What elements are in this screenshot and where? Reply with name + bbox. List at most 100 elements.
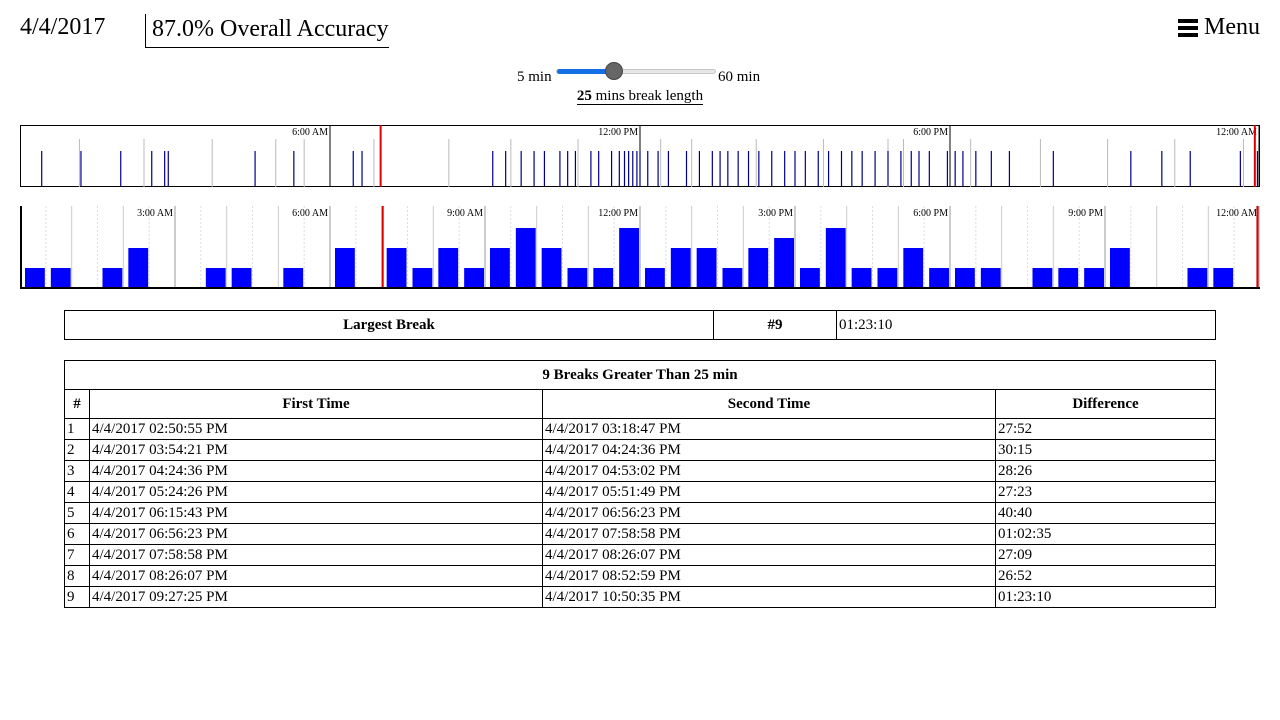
breaks-table-title: 9 Breaks Greater Than 25 min <box>64 360 1216 390</box>
histogram-bar <box>335 248 355 288</box>
slider-thumb[interactable] <box>605 62 624 80</box>
histogram-tick-label: 6:00 PM <box>913 208 948 219</box>
break-length-slider[interactable] <box>556 69 716 74</box>
histogram-bar <box>696 248 717 288</box>
breaks-table-cell: 27:52 <box>995 418 1216 440</box>
timeline-tick-label: 6:00 PM <box>913 127 948 138</box>
timeline-tick-label: 6:00 AM <box>292 127 328 138</box>
breaks-table-header: # First Time Second Time Difference <box>64 389 1216 419</box>
breaks-table: 9 Breaks Greater Than 25 min # First Time… <box>64 360 1216 608</box>
largest-break-table: Largest Break #9 01:23:10 <box>64 310 1216 340</box>
breaks-column-header: Difference <box>995 389 1216 419</box>
breaks-column-header: First Time <box>89 389 543 419</box>
breaks-table-cell: 4/4/2017 04:24:36 PM <box>542 439 996 461</box>
breaks-table-cell: 4/4/2017 04:24:36 PM <box>89 460 543 482</box>
break-length-slider-group: 5 min 60 min 25 mins break length <box>0 60 1280 110</box>
breaks-table-row: 9 4/4/2017 09:27:25 PM 4/4/2017 10:50:35 P… <box>64 586 1216 608</box>
breaks-table-cell: 4/4/2017 07:58:58 PM <box>89 544 543 566</box>
breaks-table-cell: 8 <box>64 565 90 587</box>
histogram-tick-label: 12:00 AM <box>1216 208 1257 219</box>
breaks-table-cell: 01:02:35 <box>995 523 1216 545</box>
histogram-bar <box>1032 268 1053 288</box>
histogram-bar <box>670 248 691 288</box>
breaks-table-cell: 4/4/2017 06:56:23 PM <box>89 523 543 545</box>
breaks-table-row: 1 4/4/2017 02:50:55 PM 4/4/2017 03:18:47 P… <box>64 418 1216 440</box>
breaks-table-cell: 4/4/2017 03:18:47 PM <box>542 418 996 440</box>
histogram-bar <box>412 268 433 288</box>
breaks-table-cell: 4/4/2017 08:52:59 PM <box>542 565 996 587</box>
histogram-tick-label: 12:00 PM <box>598 208 638 219</box>
largest-break-row: Largest Break #9 01:23:10 <box>64 310 1216 340</box>
histogram-bar <box>851 268 872 288</box>
breaks-table-cell: 40:40 <box>995 502 1216 524</box>
breaks-table-cell: 26:52 <box>995 565 1216 587</box>
histogram-bar <box>25 268 45 288</box>
histogram-bar <box>593 268 614 288</box>
histogram-bar <box>464 268 484 288</box>
slider-min-label: 5 min <box>517 69 552 85</box>
histogram-bar <box>748 248 769 288</box>
breaks-table-cell: 4/4/2017 09:27:25 PM <box>89 586 543 608</box>
breaks-table-cell: 4/4/2017 02:50:55 PM <box>89 418 543 440</box>
histogram-tick-label: 3:00 AM <box>137 208 173 219</box>
breaks-table-cell: 9 <box>64 586 90 608</box>
histogram-bar <box>205 268 226 288</box>
breaks-table-cell: 2 <box>64 439 90 461</box>
largest-break-number: #9 <box>713 310 837 340</box>
date-label: 4/4/2017 <box>20 14 106 40</box>
histogram-bar <box>1213 268 1234 288</box>
breaks-table-cell: 4/4/2017 04:53:02 PM <box>542 460 996 482</box>
breaks-table-cell: 28:26 <box>995 460 1216 482</box>
slider-max-label: 60 min <box>718 69 761 85</box>
histogram-bar <box>438 248 459 288</box>
histogram-bar <box>774 238 794 288</box>
histogram-bar <box>231 268 252 288</box>
breaks-table-cell: 4/4/2017 03:54:21 PM <box>89 439 543 461</box>
breaks-table-cell: 4/4/2017 08:26:07 PM <box>89 565 543 587</box>
histogram-bar <box>1058 268 1079 288</box>
breaks-table-row: 8 4/4/2017 08:26:07 PM 4/4/2017 08:52:59 P… <box>64 565 1216 587</box>
histogram-bar <box>800 268 820 288</box>
overall-accuracy: 87.0% Overall Accuracy <box>145 14 389 48</box>
breaks-table-cell: 5 <box>64 502 90 524</box>
breaks-table-cell: 4/4/2017 06:56:23 PM <box>542 502 996 524</box>
histogram-tick-label: 6:00 AM <box>292 208 328 219</box>
event-timeline: 6:00 AM 12:00 PM 6:00 PM 12:00 AM <box>20 125 1260 187</box>
breaks-table-cell: 27:09 <box>995 544 1216 566</box>
hamburger-icon <box>1178 18 1198 37</box>
breaks-table-cell: 30:15 <box>995 439 1216 461</box>
histogram-bar <box>877 268 898 288</box>
histogram-bar <box>980 268 1001 288</box>
histogram-bar <box>1084 268 1104 288</box>
breaks-table-cell: 7 <box>64 544 90 566</box>
histogram-bar <box>645 268 665 288</box>
breaks-table-row: 4 4/4/2017 05:24:26 PM 4/4/2017 05:51:49 P… <box>64 481 1216 503</box>
breaks-table-cell: 4/4/2017 06:15:43 PM <box>89 502 543 524</box>
menu-label: Menu <box>1204 14 1260 40</box>
histogram-bar <box>929 268 949 288</box>
menu-button[interactable]: Menu <box>1178 14 1260 41</box>
timeline-tick-label: 12:00 PM <box>598 127 638 138</box>
breaks-table-cell: 3 <box>64 460 90 482</box>
histogram-bar <box>955 268 975 288</box>
break-length-caption: 25 mins break length <box>0 88 1280 105</box>
largest-break-label: Largest Break <box>64 310 714 340</box>
breaks-table-cell: 4 <box>64 481 90 503</box>
breaks-table-row: 2 4/4/2017 03:54:21 PM 4/4/2017 04:24:36 P… <box>64 439 1216 461</box>
histogram-bar <box>722 268 743 288</box>
histogram-bar <box>386 248 407 288</box>
histogram-bar <box>825 228 846 288</box>
largest-break-duration: 01:23:10 <box>836 310 1216 340</box>
histogram-bar <box>515 228 536 288</box>
breaks-table-row: 5 4/4/2017 06:15:43 PM 4/4/2017 06:56:23 P… <box>64 502 1216 524</box>
breaks-table-cell: 27:23 <box>995 481 1216 503</box>
breaks-table-cell: 4/4/2017 10:50:35 PM <box>542 586 996 608</box>
histogram-tick-label: 9:00 AM <box>447 208 483 219</box>
break-length-value: 25 <box>576 88 592 104</box>
histogram-bar <box>50 268 71 288</box>
breaks-table-cell: 6 <box>64 523 90 545</box>
breaks-table-cell: 01:23:10 <box>995 586 1216 608</box>
breaks-table-row: 3 4/4/2017 04:24:36 PM 4/4/2017 04:53:02 P… <box>64 460 1216 482</box>
breaks-table-row: 6 4/4/2017 06:56:23 PM 4/4/2017 07:58:58 P… <box>64 523 1216 545</box>
breaks-table-body: 1 4/4/2017 02:50:55 PM 4/4/2017 03:18:47 P… <box>64 418 1216 608</box>
